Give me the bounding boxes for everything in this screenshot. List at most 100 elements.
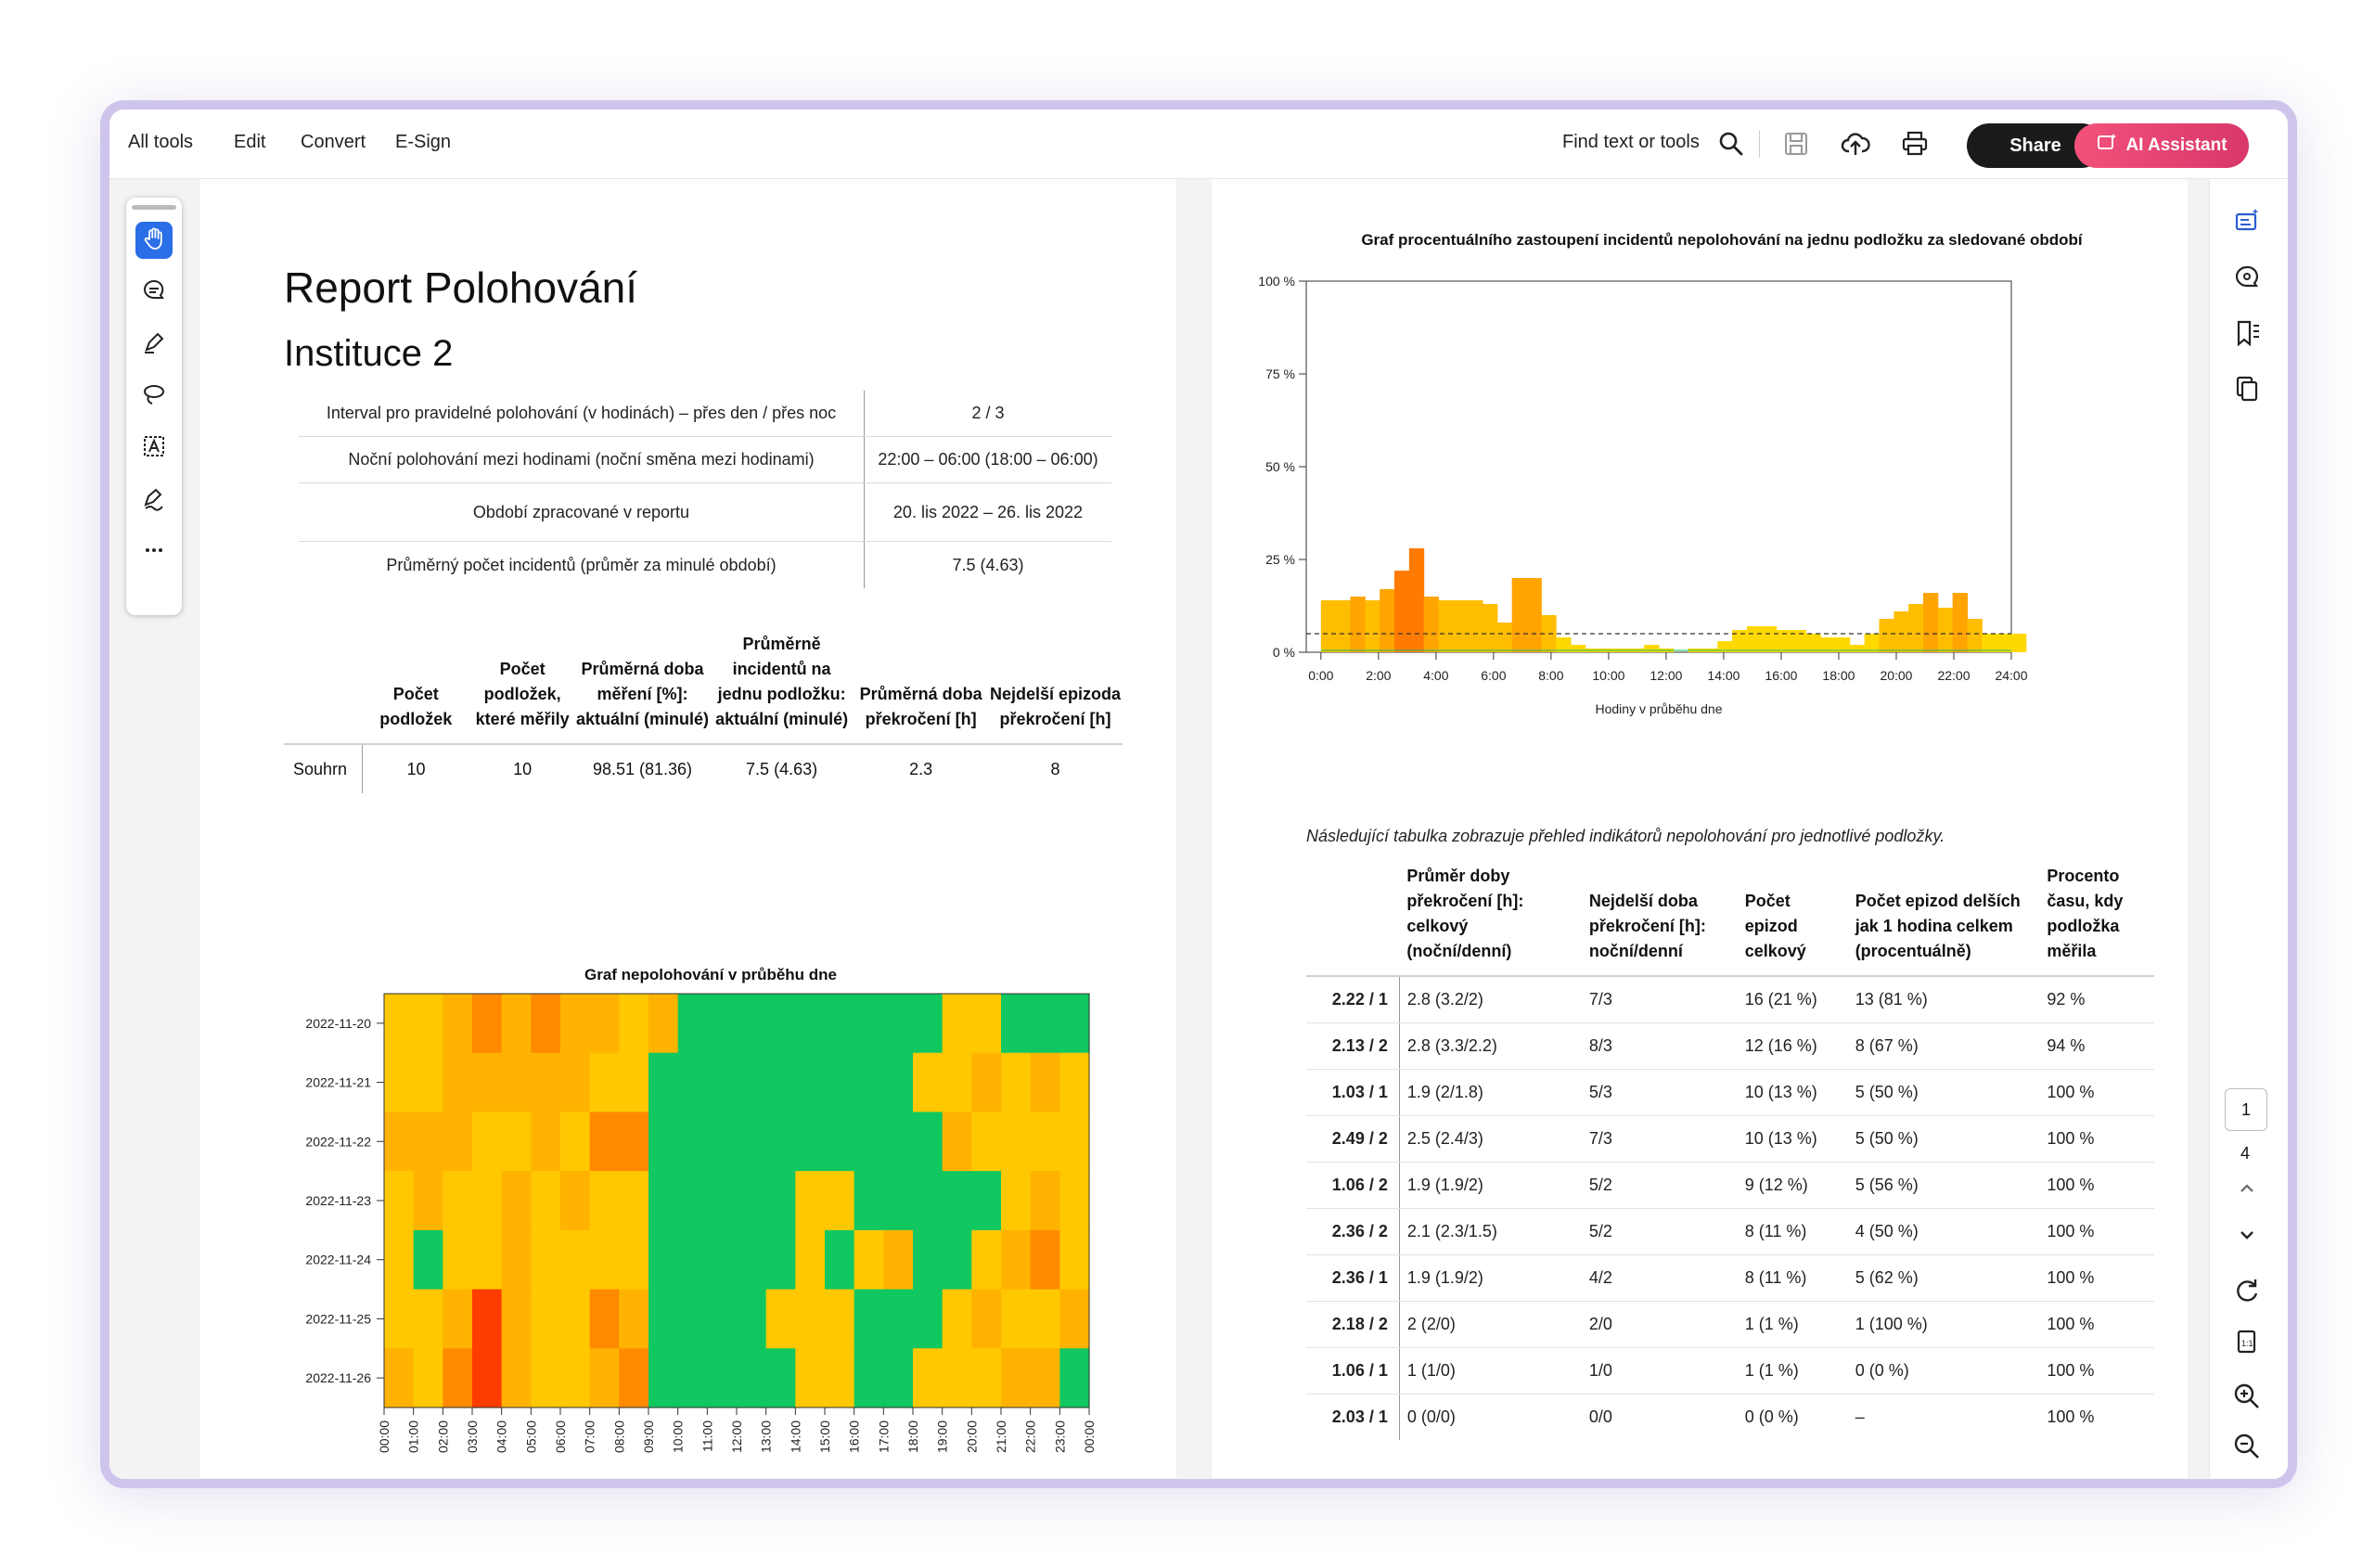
heatmap-cell [825,1112,855,1172]
zoom-in-icon[interactable] [2230,1380,2264,1413]
info-value: 7.5 (4.63) [864,541,1111,588]
area-bar [1761,626,1778,652]
table-cell: 92 % [2039,976,2154,1023]
panel-grip[interactable] [132,205,176,210]
heatmap-cell [589,994,620,1054]
menu-convert[interactable]: Convert [301,132,366,152]
table-cell: 1 (100 %) [1847,1301,2040,1348]
heatmap-cell [737,1229,767,1291]
upload-cloud-icon[interactable] [1841,129,1870,159]
y-tick-label: 0 % [1273,645,1295,660]
heatmap-cell [765,1289,796,1349]
menu-edit[interactable]: Edit [234,132,266,152]
heatmap-cell [971,1171,1002,1231]
heatmap-cell [737,1112,767,1172]
area-bar [1644,645,1660,652]
info-value: 2 / 3 [864,391,1111,437]
area-bar [2011,634,2027,652]
comment-icon [141,277,167,308]
y-tick-label: 50 % [1265,459,1295,474]
info-label: Průměrný počet incidentů (průměr za minu… [386,555,777,574]
toolbar-divider [1759,130,1760,158]
x-tick-label: 20:00 [964,1420,979,1453]
x-tick-label: 01:00 [406,1420,421,1453]
zoom-out-icon[interactable] [2230,1430,2264,1463]
table-cell: 100 % [2039,1254,2154,1302]
table-cell: 0/0 [1588,1407,1612,1426]
heatmap-cell [883,1112,914,1172]
pages-copy-icon[interactable] [2230,372,2264,405]
chevron-up-icon[interactable] [2230,1172,2264,1205]
svg-text:1:1: 1:1 [2241,1339,2253,1348]
draw-tool-button[interactable] [135,378,173,415]
x-tick-label: 21:00 [994,1420,1008,1453]
heatmap-cell [854,1289,884,1349]
table-cell: 2.3 [909,759,933,778]
comments-panel-icon[interactable] [2230,261,2264,294]
heatmap-cell [854,1052,884,1113]
heatmap-cell [707,1052,738,1113]
save-icon[interactable] [1781,129,1811,159]
heatmap-cell [384,1052,415,1113]
sign-tool-button[interactable] [135,482,173,519]
heatmap-cell [1001,994,1032,1054]
ai-assistant-button[interactable]: AI Assistant [2074,123,2249,168]
table-cell: 100 % [2039,1115,2154,1163]
table-row: 2.03 / 1 0 (0/0) 0/0 0 (0 %) – 100 % [1306,1394,2154,1440]
heatmap-cell [854,1348,884,1408]
chevron-down-icon[interactable] [2230,1218,2264,1252]
heatmap-cell [589,1289,620,1349]
report-title: Report Polohování [284,263,638,312]
heatmap-cell [795,994,826,1054]
heatmap-cell [913,1052,944,1113]
column-header [1306,864,1400,977]
fit-page-icon[interactable]: 1:1 [2230,1326,2264,1359]
heatmap-cell [443,1052,473,1113]
heatmap-cell [707,994,738,1054]
current-page-input[interactable]: 1 [2225,1088,2267,1131]
bookmark-icon[interactable] [2230,316,2264,350]
table-header-row: Počet podložek Počet podložek, které měř… [284,632,1123,745]
heatmap-cell [765,1052,796,1113]
comment-tool-button[interactable] [135,274,173,311]
x-tick-label: 13:00 [759,1420,774,1453]
heatmap-cell [854,1229,884,1291]
x-tick-label: 00:00 [1082,1420,1097,1453]
table-cell: 4/2 [1581,1254,1738,1302]
heatmap-cell [501,1052,532,1113]
heatmap-cell [531,994,561,1054]
area-bar [1996,634,2012,652]
hand-tool-button[interactable] [135,222,173,259]
table-cell: 100 % [2039,1069,2154,1116]
heatmap-cell [384,994,415,1054]
find-text-label[interactable]: Find text or tools [1562,132,1700,152]
menu-e-sign[interactable]: E-Sign [395,132,452,152]
heatmap-cell [589,1229,620,1291]
highlight-tool-button[interactable] [135,326,173,363]
search-icon[interactable] [1716,129,1746,159]
print-icon[interactable] [1900,129,1930,159]
heatmap-cell [472,1052,503,1113]
area-bar [1496,623,1513,652]
heatmap-cell [531,1171,561,1231]
y-tick-label: 2022-11-21 [305,1075,371,1090]
text-select-button[interactable] [135,430,173,467]
menu-all-tools[interactable]: All tools [128,132,194,152]
area-bar [1849,645,1866,652]
column-header: Nejdelší epizoda překročení [h] [988,632,1123,745]
more-tools-button[interactable] [135,533,173,571]
heatmap-cell [413,1052,443,1113]
area-bar [1483,604,1498,652]
x-tick-label: 12:00 [1650,668,1682,683]
x-tick-label: 16:00 [847,1420,862,1453]
heatmap-cell [677,1112,708,1172]
ai-summary-icon[interactable] [2230,205,2264,238]
heatmap-cell [560,1229,591,1291]
area-bar [1747,626,1763,652]
table-cell: 10 (13 %) [1737,1115,1848,1163]
pad-id-cell: 1.03 / 1 [1306,1069,1400,1116]
rotate-icon[interactable] [2230,1274,2264,1307]
heatmap-cell [619,1348,649,1408]
summary-table: Počet podložek Počet podložek, které měř… [284,632,1123,793]
table-cell: 10 [513,759,533,778]
